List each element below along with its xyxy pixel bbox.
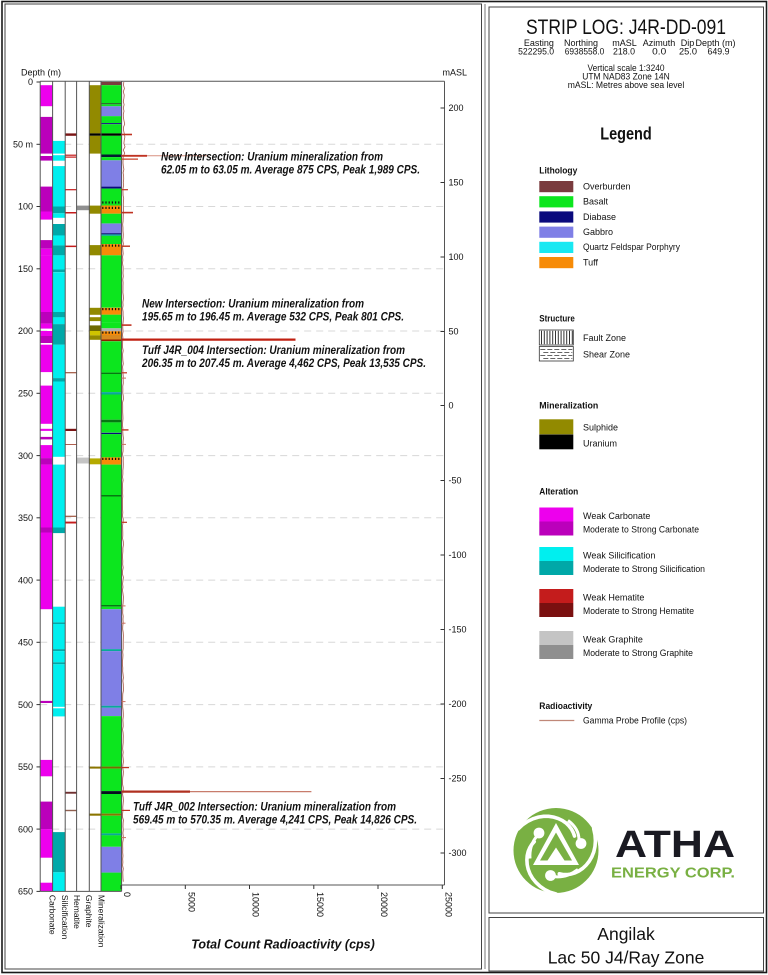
svg-text:Overburden: Overburden <box>583 181 631 191</box>
svg-text:650: 650 <box>18 887 33 897</box>
svg-text:ENERGY CORP.: ENERGY CORP. <box>611 866 735 882</box>
svg-text:Angilak: Angilak <box>597 924 655 944</box>
svg-text:Easting: Easting <box>524 38 554 48</box>
svg-text:Azimuth: Azimuth <box>643 38 676 48</box>
svg-text:206.35 m to 207.45 m. Average: 206.35 m to 207.45 m. Average 4,462 CPS,… <box>141 358 426 370</box>
svg-text:62.05 m to 63.05 m. Average 87: 62.05 m to 63.05 m. Average 875 CPS, Pea… <box>161 165 420 177</box>
svg-text:569.45 m to 570.35 m. Average: 569.45 m to 570.35 m. Average 4,241 CPS,… <box>133 815 417 827</box>
svg-text:Mineralization: Mineralization <box>539 401 598 411</box>
svg-text:Sulphide: Sulphide <box>583 423 618 433</box>
svg-text:Mineralization: Mineralization <box>96 895 106 948</box>
svg-text:50: 50 <box>449 327 459 337</box>
svg-text:-100: -100 <box>449 550 467 560</box>
svg-text:-50: -50 <box>449 476 462 486</box>
svg-text:Gabbro: Gabbro <box>583 227 613 237</box>
svg-text:Moderate to Strong Hematite: Moderate to Strong Hematite <box>583 606 694 616</box>
svg-text:600: 600 <box>18 824 33 834</box>
svg-text:0.0: 0.0 <box>652 47 666 57</box>
svg-text:Quartz Feldspar Porphyry: Quartz Feldspar Porphyry <box>583 242 680 252</box>
svg-text:-150: -150 <box>449 625 467 635</box>
svg-text:Weak Hematite: Weak Hematite <box>583 592 644 602</box>
svg-text:mASL: mASL <box>612 38 637 48</box>
svg-text:Moderate to Strong Carbonate: Moderate to Strong Carbonate <box>583 525 699 535</box>
svg-text:218.0: 218.0 <box>613 47 635 57</box>
svg-text:10000: 10000 <box>251 892 261 917</box>
svg-text:Total Count Radioactivity (cps: Total Count Radioactivity (cps) <box>191 938 375 952</box>
svg-text:Silicification: Silicification <box>60 895 70 940</box>
svg-text:Northing: Northing <box>564 38 598 48</box>
svg-text:Tuff J4R_002 Intersection: Ura: Tuff J4R_002 Intersection: Uranium miner… <box>133 802 396 814</box>
svg-text:250: 250 <box>18 389 33 399</box>
svg-text:5000: 5000 <box>187 892 197 912</box>
svg-text:Tuff: Tuff <box>583 257 599 267</box>
svg-text:25000: 25000 <box>444 892 454 917</box>
svg-text:Depth (m): Depth (m) <box>695 38 735 48</box>
svg-text:6938558.0: 6938558.0 <box>565 47 605 57</box>
svg-text:UTM NAD83 Zone 14N: UTM NAD83 Zone 14N <box>582 72 670 82</box>
svg-text:450: 450 <box>18 638 33 648</box>
svg-text:Uranium: Uranium <box>583 439 617 449</box>
svg-text:Lac 50 J4/Ray Zone: Lac 50 J4/Ray Zone <box>548 948 705 968</box>
svg-text:Hematite: Hematite <box>72 895 82 929</box>
svg-text:Moderate to Strong Graphite: Moderate to Strong Graphite <box>583 648 693 658</box>
svg-text:50 m: 50 m <box>13 140 33 150</box>
svg-text:25.0: 25.0 <box>679 47 697 57</box>
svg-text:Carbonate: Carbonate <box>48 895 58 935</box>
svg-text:350: 350 <box>18 513 33 523</box>
svg-text:400: 400 <box>18 575 33 585</box>
svg-text:New Intersection: Uranium mine: New Intersection: Uranium mineralization… <box>142 299 364 311</box>
svg-text:Weak Graphite: Weak Graphite <box>583 634 643 644</box>
svg-text:Alteration: Alteration <box>539 487 578 497</box>
svg-text:Vertical scale 1:3240: Vertical scale 1:3240 <box>588 63 665 73</box>
svg-text:522295.0: 522295.0 <box>518 47 554 57</box>
svg-text:200: 200 <box>18 326 33 336</box>
svg-text:Gamma Probe Profile (cps): Gamma Probe Profile (cps) <box>583 716 687 726</box>
svg-text:550: 550 <box>18 762 33 772</box>
svg-text:Legend: Legend <box>600 124 652 144</box>
svg-text:649.9: 649.9 <box>708 47 730 57</box>
svg-text:STRIP LOG: J4R-DD-091: STRIP LOG: J4R-DD-091 <box>526 16 726 39</box>
svg-text:200: 200 <box>449 103 464 113</box>
svg-text:20000: 20000 <box>379 892 389 917</box>
svg-text:15000: 15000 <box>315 892 325 917</box>
svg-text:Basalt: Basalt <box>583 197 609 207</box>
svg-text:Depth (m): Depth (m) <box>21 68 61 78</box>
svg-text:Weak Silicification: Weak Silicification <box>583 550 655 560</box>
svg-text:-200: -200 <box>449 699 467 709</box>
svg-text:195.65 m to 196.45 m. Average: 195.65 m to 196.45 m. Average 532 CPS, P… <box>142 312 404 324</box>
svg-text:Dip: Dip <box>681 38 695 48</box>
svg-text:Diabase: Diabase <box>583 212 616 222</box>
svg-text:0: 0 <box>28 77 33 87</box>
svg-text:Tuff J4R_004 Intersection: Ura: Tuff J4R_004 Intersection: Uranium miner… <box>142 345 405 357</box>
svg-text:Fault Zone: Fault Zone <box>583 333 626 343</box>
svg-text:100: 100 <box>18 202 33 212</box>
svg-text:mASL: mASL <box>442 68 467 78</box>
svg-text:New Intersection: Uranium mine: New Intersection: Uranium mineralization… <box>161 152 383 164</box>
svg-text:Weak Carbonate: Weak Carbonate <box>583 511 650 521</box>
svg-text:500: 500 <box>18 700 33 710</box>
svg-text:150: 150 <box>18 264 33 274</box>
svg-text:150: 150 <box>449 178 464 188</box>
svg-text:-250: -250 <box>449 774 467 784</box>
svg-text:ATHA: ATHA <box>615 824 735 866</box>
svg-text:300: 300 <box>18 451 33 461</box>
svg-text:0: 0 <box>122 892 132 897</box>
svg-text:Moderate to Strong Silicificat: Moderate to Strong Silicification <box>583 564 705 574</box>
svg-text:mASL: Metres above sea level: mASL: Metres above sea level <box>568 80 685 90</box>
svg-text:100: 100 <box>449 252 464 262</box>
svg-text:Graphite: Graphite <box>84 895 94 928</box>
svg-text:Shear Zone: Shear Zone <box>583 350 630 360</box>
svg-text:0: 0 <box>449 401 454 411</box>
svg-text:Structure: Structure <box>539 314 575 324</box>
svg-text:-300: -300 <box>449 848 467 858</box>
svg-text:Lithology: Lithology <box>539 166 577 176</box>
svg-text:Radioactivity: Radioactivity <box>539 701 592 711</box>
